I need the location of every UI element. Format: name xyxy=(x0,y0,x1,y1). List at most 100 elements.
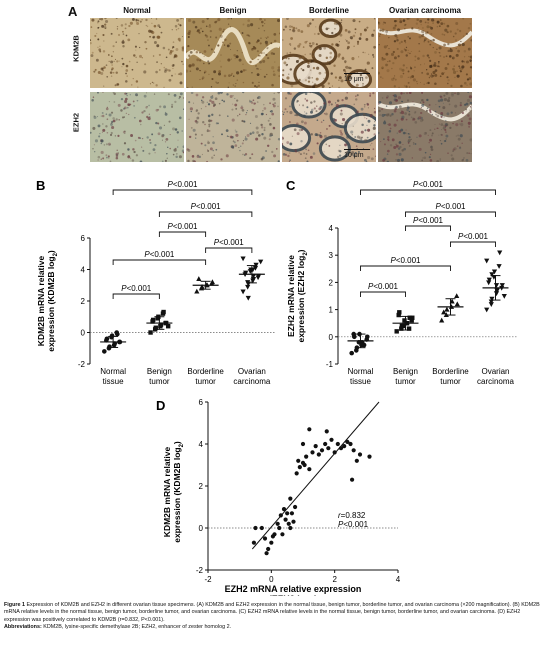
nucleus xyxy=(112,117,115,120)
nucleus xyxy=(111,55,113,58)
nucleus xyxy=(439,18,442,21)
nucleus xyxy=(289,152,291,154)
nucleus xyxy=(276,18,280,23)
nucleus xyxy=(407,36,409,38)
nucleus xyxy=(241,108,245,112)
nucleus xyxy=(265,37,268,39)
nucleus xyxy=(181,35,184,38)
c-point xyxy=(402,318,407,323)
nucleus xyxy=(467,114,470,117)
nucleus xyxy=(174,128,178,131)
nucleus xyxy=(188,30,192,33)
nucleus xyxy=(363,28,367,32)
nucleus xyxy=(148,29,152,33)
nucleus xyxy=(308,85,312,88)
nucleus xyxy=(97,20,100,23)
nucleus xyxy=(265,150,267,152)
nucleus xyxy=(388,60,391,63)
b-p-value: P<0.001 xyxy=(144,250,175,259)
nucleus xyxy=(103,66,106,69)
nucleus xyxy=(388,130,392,133)
nucleus xyxy=(397,147,401,150)
nucleus xyxy=(318,134,321,137)
nucleus xyxy=(310,110,313,114)
nucleus xyxy=(110,75,113,77)
nucleus xyxy=(330,103,333,106)
nucleus xyxy=(336,43,340,47)
nucleus xyxy=(451,94,454,97)
nucleus xyxy=(386,95,389,98)
nucleus xyxy=(347,30,351,34)
nucleus xyxy=(93,115,97,119)
nucleus xyxy=(155,108,159,112)
nucleus xyxy=(456,74,460,78)
nucleus xyxy=(122,130,126,134)
nucleus xyxy=(208,25,212,28)
nucleus xyxy=(259,42,262,45)
nucleus xyxy=(449,55,452,58)
nucleus xyxy=(429,64,433,68)
b-point xyxy=(194,288,200,294)
nucleus xyxy=(217,92,221,95)
c-x-tick-label: Normal xyxy=(348,367,374,376)
nucleus xyxy=(413,103,415,105)
nucleus xyxy=(141,146,143,148)
nucleus xyxy=(234,129,236,131)
nucleus xyxy=(394,34,398,37)
nucleus xyxy=(213,154,215,156)
b-comparison-bracket xyxy=(112,189,253,195)
c-point xyxy=(352,334,357,340)
nucleus xyxy=(241,119,244,123)
b-point xyxy=(209,279,216,285)
nucleus xyxy=(122,62,125,66)
nucleus xyxy=(118,60,120,62)
nucleus xyxy=(97,155,101,159)
nucleus xyxy=(112,119,116,123)
nucleus xyxy=(183,18,184,20)
nucleus xyxy=(194,25,198,29)
nucleus xyxy=(389,114,392,117)
nucleus xyxy=(338,53,341,56)
nucleus xyxy=(452,57,454,59)
nucleus xyxy=(113,60,115,63)
nucleus xyxy=(109,133,113,137)
nucleus xyxy=(233,53,237,57)
nucleus xyxy=(364,52,366,54)
nucleus xyxy=(444,128,447,131)
nucleus xyxy=(328,104,331,106)
nucleus xyxy=(390,52,394,56)
nucleus xyxy=(166,153,168,155)
nucleus xyxy=(337,45,339,47)
c-point xyxy=(406,326,412,331)
nucleus xyxy=(273,32,277,36)
nucleus xyxy=(227,58,231,62)
nucleus xyxy=(429,25,432,29)
nucleus xyxy=(347,41,351,45)
nucleus xyxy=(266,36,269,39)
nucleus xyxy=(430,74,434,78)
nucleus xyxy=(203,62,205,65)
nucleus xyxy=(178,116,182,120)
nucleus xyxy=(121,66,123,68)
nucleus xyxy=(312,50,315,54)
nucleus xyxy=(288,73,290,75)
nucleus xyxy=(378,44,380,46)
caption-figure-label: Figure 1 xyxy=(4,602,25,608)
nucleus xyxy=(458,65,461,68)
nucleus xyxy=(369,94,372,97)
nucleus xyxy=(117,33,121,37)
nucleus xyxy=(327,100,331,104)
nucleus xyxy=(209,36,212,38)
nucleus xyxy=(235,82,237,84)
nucleus xyxy=(109,144,111,146)
nucleus xyxy=(106,106,108,108)
nucleus xyxy=(444,131,447,134)
nucleus xyxy=(426,98,429,102)
nucleus xyxy=(405,118,408,121)
nucleus xyxy=(188,101,191,104)
nucleus xyxy=(307,76,311,80)
nucleus xyxy=(124,97,128,101)
nucleus xyxy=(393,145,397,149)
nucleus xyxy=(113,101,116,103)
nucleus xyxy=(438,127,440,129)
